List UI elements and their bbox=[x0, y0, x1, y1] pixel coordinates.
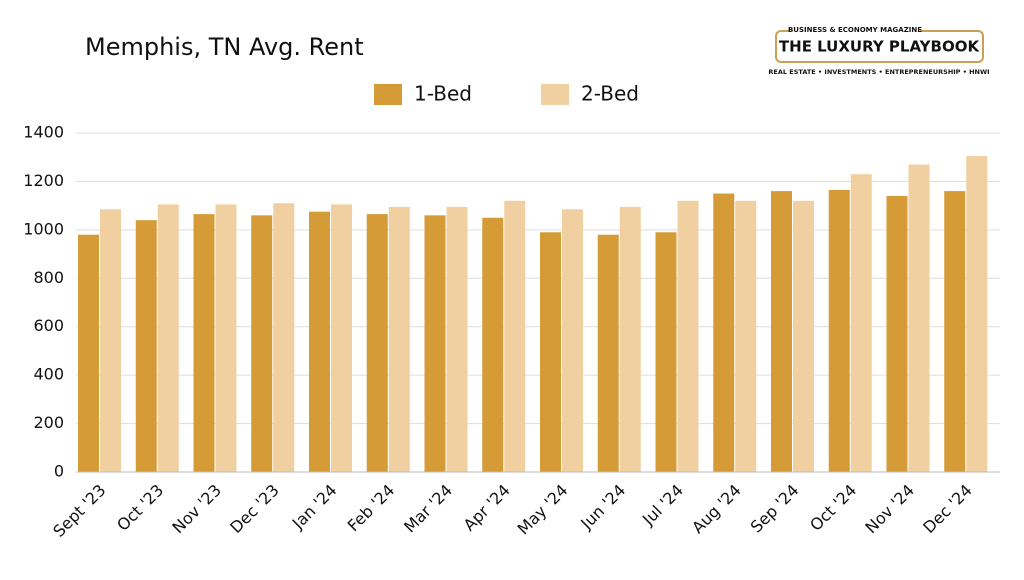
y-tick-label: 1200 bbox=[23, 171, 64, 190]
bar bbox=[735, 200, 757, 473]
bar bbox=[446, 206, 468, 472]
bar bbox=[78, 234, 99, 472]
bar bbox=[562, 209, 583, 472]
x-tick-label: Nov '24 bbox=[861, 481, 918, 538]
bar bbox=[828, 189, 850, 472]
bar bbox=[619, 206, 641, 472]
x-tick-label: Mar '24 bbox=[400, 481, 456, 537]
bar bbox=[504, 200, 526, 473]
bar bbox=[540, 232, 561, 472]
y-tick-label: 1000 bbox=[23, 219, 64, 238]
x-tick-label: Jan '24 bbox=[288, 481, 341, 534]
x-tick-label: Jun '24 bbox=[576, 481, 629, 534]
y-tick-label: 1400 bbox=[23, 123, 64, 142]
x-tick-label: Oct '24 bbox=[806, 481, 860, 535]
legend-label: 2-Bed bbox=[581, 82, 639, 106]
brand-logo: BUSINESS & ECONOMY MAGAZINE THE LUXURY P… bbox=[768, 25, 990, 76]
bar bbox=[908, 164, 930, 472]
x-tick-label: Nov '23 bbox=[168, 481, 225, 538]
bar bbox=[193, 214, 215, 472]
x-tick-label: Oct '23 bbox=[113, 481, 167, 535]
bar bbox=[771, 191, 792, 472]
bar bbox=[215, 204, 237, 473]
x-tick-label: Sep '24 bbox=[747, 481, 803, 537]
legend-swatch bbox=[374, 84, 402, 105]
x-tick-label: Dec '24 bbox=[919, 481, 975, 537]
y-tick-label: 0 bbox=[54, 462, 64, 481]
bar bbox=[135, 220, 157, 472]
legend-swatch bbox=[541, 84, 569, 105]
bar bbox=[273, 203, 295, 472]
bar bbox=[886, 195, 908, 472]
x-tick-label: Dec '23 bbox=[226, 481, 282, 537]
logo-gap bbox=[790, 25, 920, 35]
x-tick-label: Aug '24 bbox=[688, 481, 745, 538]
bar bbox=[655, 232, 677, 472]
bar bbox=[388, 206, 410, 472]
logo-name: THE LUXURY PLAYBOOK bbox=[779, 38, 981, 56]
x-tick-label: Feb '24 bbox=[344, 481, 399, 536]
x-tick-label: Jul '24 bbox=[638, 481, 687, 530]
y-tick-label: 400 bbox=[33, 365, 64, 384]
y-tick-label: 200 bbox=[33, 413, 64, 432]
y-tick-label: 600 bbox=[33, 316, 64, 335]
logo-tagline: BUSINESS & ECONOMY MAGAZINE bbox=[788, 26, 922, 34]
logo-topics: REAL ESTATE • INVESTMENTS • ENTREPRENEUR… bbox=[768, 68, 989, 76]
bar bbox=[100, 209, 121, 472]
bar bbox=[157, 204, 179, 473]
y-tick-label: 800 bbox=[33, 268, 64, 287]
x-tick-label: Sept '23 bbox=[49, 481, 109, 541]
bar bbox=[850, 174, 872, 472]
bar bbox=[793, 200, 814, 473]
bar bbox=[944, 191, 966, 472]
bar bbox=[677, 200, 699, 473]
bar bbox=[482, 217, 504, 472]
bar bbox=[713, 193, 735, 473]
x-tick-label: May '24 bbox=[514, 481, 572, 539]
chart-title: Memphis, TN Avg. Rent bbox=[85, 33, 364, 61]
legend-label: 1-Bed bbox=[414, 82, 472, 106]
bar bbox=[366, 214, 388, 472]
bar bbox=[251, 215, 273, 473]
bar bbox=[309, 211, 330, 473]
x-tick-label: Apr '24 bbox=[460, 481, 514, 535]
bar bbox=[424, 215, 446, 473]
bar bbox=[966, 156, 988, 472]
bar bbox=[331, 204, 352, 473]
bar bbox=[597, 234, 619, 472]
